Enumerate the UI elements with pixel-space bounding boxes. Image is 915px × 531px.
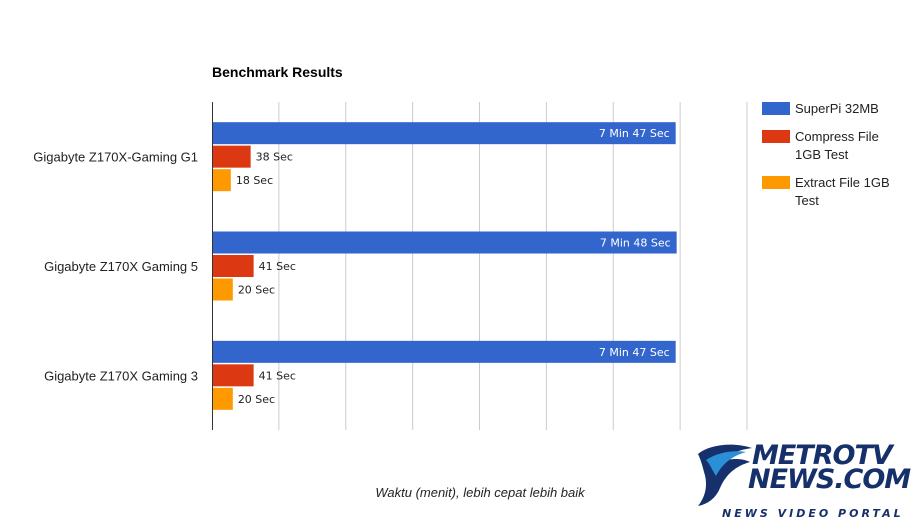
category-labels: Gigabyte Z170X-Gaming G1 Gigabyte Z170X G… xyxy=(33,150,198,384)
bar-value-label: 41 Sec xyxy=(259,260,296,273)
legend-label: 1GB Test xyxy=(795,147,849,162)
bar xyxy=(213,387,233,410)
bar-value-label: 20 Sec xyxy=(238,284,275,297)
bars: 7 Min 47 Sec 38 Sec 18 Sec 7 Min 48 Sec 41 S… xyxy=(213,122,677,410)
bar xyxy=(213,364,254,387)
legend-swatch xyxy=(762,130,790,143)
bar-value-label: 18 Sec xyxy=(236,174,273,187)
legend-swatch xyxy=(762,102,790,115)
bar xyxy=(213,122,676,145)
category-label: Gigabyte Z170X-Gaming G1 xyxy=(33,150,198,165)
bar xyxy=(213,278,233,301)
legend-label: SuperPi 32MB xyxy=(795,101,879,116)
bar xyxy=(213,145,251,168)
bar-value-label: 7 Min 47 Sec xyxy=(599,127,670,140)
x-axis-label: Waktu (menit), lebih cepat lebih baik xyxy=(375,485,586,500)
legend-label: Test xyxy=(795,193,819,208)
bar-value-label: 7 Min 48 Sec xyxy=(600,237,671,250)
bar xyxy=(213,169,231,192)
category-label: Gigabyte Z170X Gaming 3 xyxy=(44,368,198,383)
legend: SuperPi 32MB Compress File 1GB Test Extract… xyxy=(762,101,890,208)
metrotvnews-logo: METROTV NEWS.COM NEWS VIDEO PORTAL xyxy=(690,440,911,525)
legend-label: Extract File 1GB xyxy=(795,175,890,190)
logo-line-2: NEWS.COM xyxy=(748,464,911,495)
legend-swatch xyxy=(762,176,790,189)
bar xyxy=(213,255,254,277)
bar-value-label: 7 Min 47 Sec xyxy=(599,346,670,359)
bar-value-label: 38 Sec xyxy=(256,151,293,164)
category-label: Gigabyte Z170X Gaming 5 xyxy=(44,259,198,274)
logo-line-1: METROTV xyxy=(752,440,893,471)
legend-label: Compress File xyxy=(795,129,879,144)
chart-title: Benchmark Results xyxy=(212,64,343,80)
eagle-emblem-icon xyxy=(698,444,752,506)
gridlines xyxy=(212,102,748,430)
bar-value-label: 41 Sec xyxy=(259,369,296,382)
bar xyxy=(213,340,676,363)
bar xyxy=(213,231,677,254)
bar-value-label: 20 Sec xyxy=(238,393,275,406)
logo-tagline: NEWS VIDEO PORTAL xyxy=(722,507,904,520)
